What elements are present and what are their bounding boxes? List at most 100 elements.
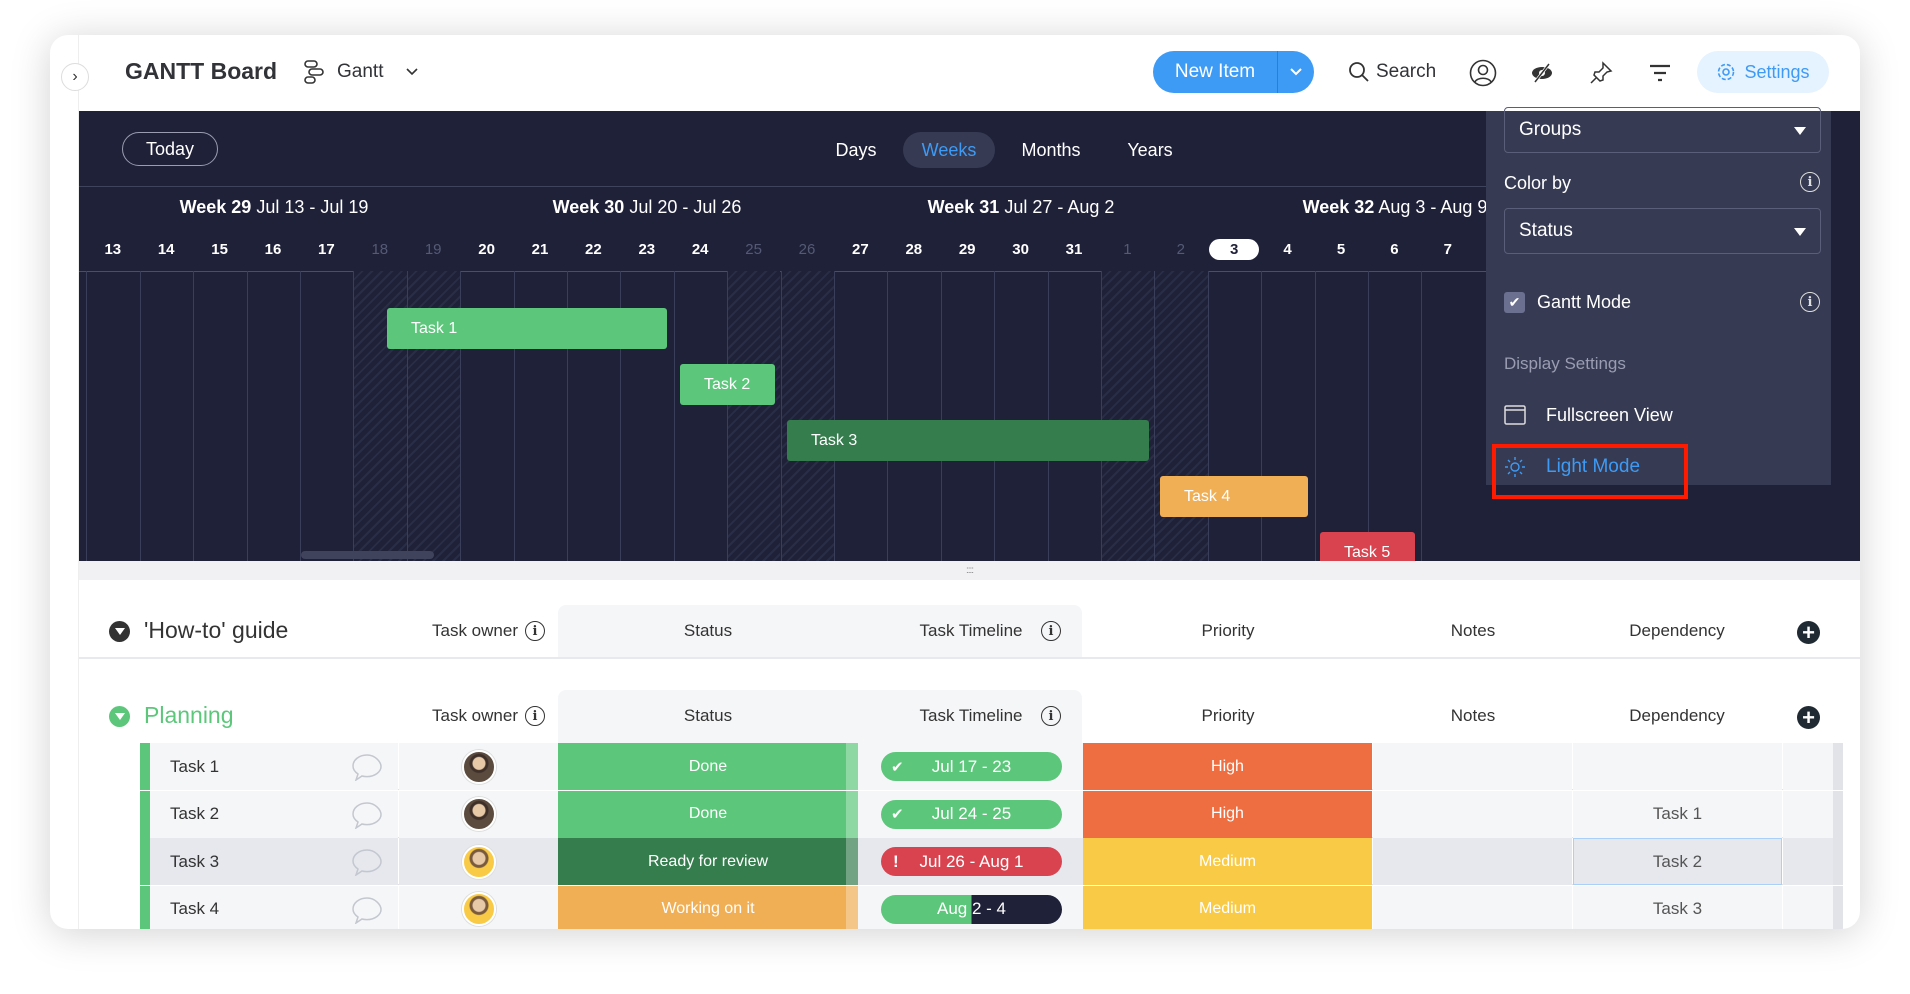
priority-cell[interactable]: High (1083, 790, 1372, 838)
day-number: 18 (371, 241, 389, 258)
eye-off-icon[interactable] (1529, 62, 1555, 84)
table-row[interactable]: Task 1 Done ✔ Jul 17 - 23 High (140, 743, 1843, 790)
timeline-pill[interactable]: Aug 2 - 4 (881, 894, 1062, 924)
column-header-priority[interactable]: Priority (1201, 706, 1255, 725)
info-icon[interactable]: i (1800, 172, 1820, 192)
comment-icon[interactable] (351, 753, 383, 781)
column-header-notes[interactable]: Notes (1450, 706, 1496, 725)
column-header-dependency[interactable]: Dependency (1629, 706, 1725, 725)
column-header-owner[interactable]: Task owner (432, 621, 518, 640)
scale-tab-weeks[interactable]: Weeks (903, 132, 995, 168)
task-owner-cell[interactable] (399, 885, 558, 929)
column-header-timeline[interactable]: Task Timeline (919, 621, 1023, 640)
add-column-button[interactable]: + (1797, 621, 1820, 644)
priority-cell[interactable]: Medium (1083, 885, 1372, 929)
column-header-status[interactable]: Status (683, 706, 733, 725)
status-cell[interactable]: Working on it (558, 885, 858, 929)
notes-cell[interactable] (1373, 885, 1572, 929)
gantt-bar[interactable]: Task 4 (1160, 476, 1308, 517)
dependency-cell[interactable] (1573, 743, 1782, 790)
scale-tab-days[interactable]: Days (835, 139, 877, 160)
comment-icon[interactable] (351, 896, 383, 924)
status-cell[interactable]: Done (558, 743, 858, 790)
notes-cell[interactable] (1373, 790, 1572, 838)
table-row[interactable]: Task 4 Working on it Aug 2 - 4 Medium Task 3 (140, 885, 1843, 929)
timeline-cell[interactable]: ! Jul 26 - Aug 1 (858, 838, 1083, 885)
column-header-dependency[interactable]: Dependency (1629, 621, 1725, 640)
column-header-notes[interactable]: Notes (1450, 621, 1496, 640)
pin-icon[interactable] (1589, 61, 1613, 85)
window-icon (1504, 405, 1526, 425)
view-selector[interactable]: Gantt (303, 59, 419, 85)
info-icon[interactable]: i (1041, 621, 1061, 641)
table-row[interactable]: Task 2 Done ✔ Jul 24 - 25 High Task 1 (140, 790, 1843, 838)
search-icon (1349, 62, 1369, 82)
new-item-dropdown-button[interactable] (1277, 51, 1314, 93)
timeline-pill[interactable]: ✔ Jul 24 - 25 (881, 799, 1062, 829)
resize-handle[interactable]: :::: (79, 561, 1860, 580)
column-header-priority[interactable]: Priority (1201, 621, 1255, 640)
collapse-group-button[interactable] (109, 621, 130, 642)
filter-icon[interactable] (1649, 63, 1671, 83)
status-cell[interactable]: Ready for review (558, 838, 858, 885)
group-color-bar (140, 838, 150, 885)
dependency-cell[interactable]: Task 3 (1573, 885, 1782, 929)
fullscreen-view-option[interactable]: Fullscreen View (1504, 404, 1673, 426)
day-label: 24 (674, 241, 727, 258)
avatar (461, 797, 496, 831)
column-header-owner[interactable]: Task owner (432, 706, 518, 725)
new-item-button[interactable]: New Item (1174, 61, 1256, 82)
task-owner-cell[interactable] (399, 838, 558, 885)
info-icon[interactable]: i (1041, 706, 1061, 726)
dependency-cell[interactable]: Task 1 (1573, 790, 1782, 838)
notes-cell[interactable] (1373, 743, 1572, 790)
gantt-bar[interactable]: Task 1 (387, 308, 667, 349)
settings-button[interactable]: Settings (1697, 51, 1829, 93)
chevron-down-icon (406, 68, 419, 76)
add-column-button[interactable]: + (1797, 706, 1820, 729)
timeline-cell[interactable]: ✔ Jul 17 - 23 (858, 743, 1083, 790)
timeline-pill[interactable]: ✔ Jul 17 - 23 (881, 752, 1062, 781)
search-button[interactable]: Search (1348, 61, 1436, 83)
color-by-dropdown[interactable]: Status (1504, 208, 1821, 254)
caret-down-icon (1794, 228, 1806, 236)
notes-cell[interactable] (1373, 838, 1572, 885)
day-label: 26 (781, 241, 834, 258)
scale-tab-months[interactable]: Months (1021, 139, 1081, 160)
gantt-bar[interactable]: Task 3 (787, 420, 1149, 461)
info-icon[interactable]: i (1800, 292, 1820, 312)
comment-icon[interactable] (351, 801, 383, 829)
item-name-cell[interactable]: Task 3 (150, 838, 398, 885)
timeline-cell[interactable]: ✔ Jul 24 - 25 (858, 790, 1083, 838)
timeline-pill[interactable]: ! Jul 26 - Aug 1 (881, 847, 1062, 876)
today-button[interactable]: Today (122, 132, 218, 166)
task-owner-cell[interactable] (399, 790, 558, 838)
info-icon[interactable]: i (525, 621, 545, 641)
day-label: 15 (193, 241, 246, 258)
priority-cell[interactable]: High (1083, 743, 1372, 790)
horizontal-scrollbar[interactable] (301, 551, 434, 559)
collapse-group-button[interactable] (109, 706, 130, 727)
avatar (461, 892, 496, 926)
light-mode-option[interactable]: Light Mode (1504, 456, 1640, 478)
expand-sidebar-button[interactable]: › (61, 63, 89, 91)
timeline-range: Jul 24 - 25 (931, 804, 1012, 823)
priority-cell[interactable]: Medium (1083, 838, 1372, 885)
scale-tab-years[interactable]: Years (1127, 139, 1173, 160)
item-name-cell[interactable]: Task 2 (150, 790, 398, 838)
gantt-mode-checkbox[interactable]: ✔ (1504, 292, 1525, 313)
gear-icon (1718, 63, 1735, 81)
item-name-cell[interactable]: Task 1 (150, 743, 398, 790)
task-owner-cell[interactable] (399, 743, 558, 790)
info-icon[interactable]: i (525, 706, 545, 726)
comment-icon[interactable] (351, 848, 383, 876)
timeline-cell[interactable]: Aug 2 - 4 (858, 885, 1083, 929)
status-cell[interactable]: Done (558, 790, 858, 838)
column-header-timeline[interactable]: Task Timeline (919, 706, 1023, 725)
group-by-dropdown[interactable]: Groups (1504, 107, 1821, 153)
column-header-status[interactable]: Status (683, 621, 733, 640)
table-row[interactable]: Task 3 Ready for review ! Jul 26 - Aug 1 Med… (140, 838, 1843, 885)
gantt-bar[interactable]: Task 2 (680, 364, 775, 405)
user-icon[interactable] (1469, 59, 1497, 87)
dependency-cell[interactable]: Task 2 (1573, 838, 1782, 885)
